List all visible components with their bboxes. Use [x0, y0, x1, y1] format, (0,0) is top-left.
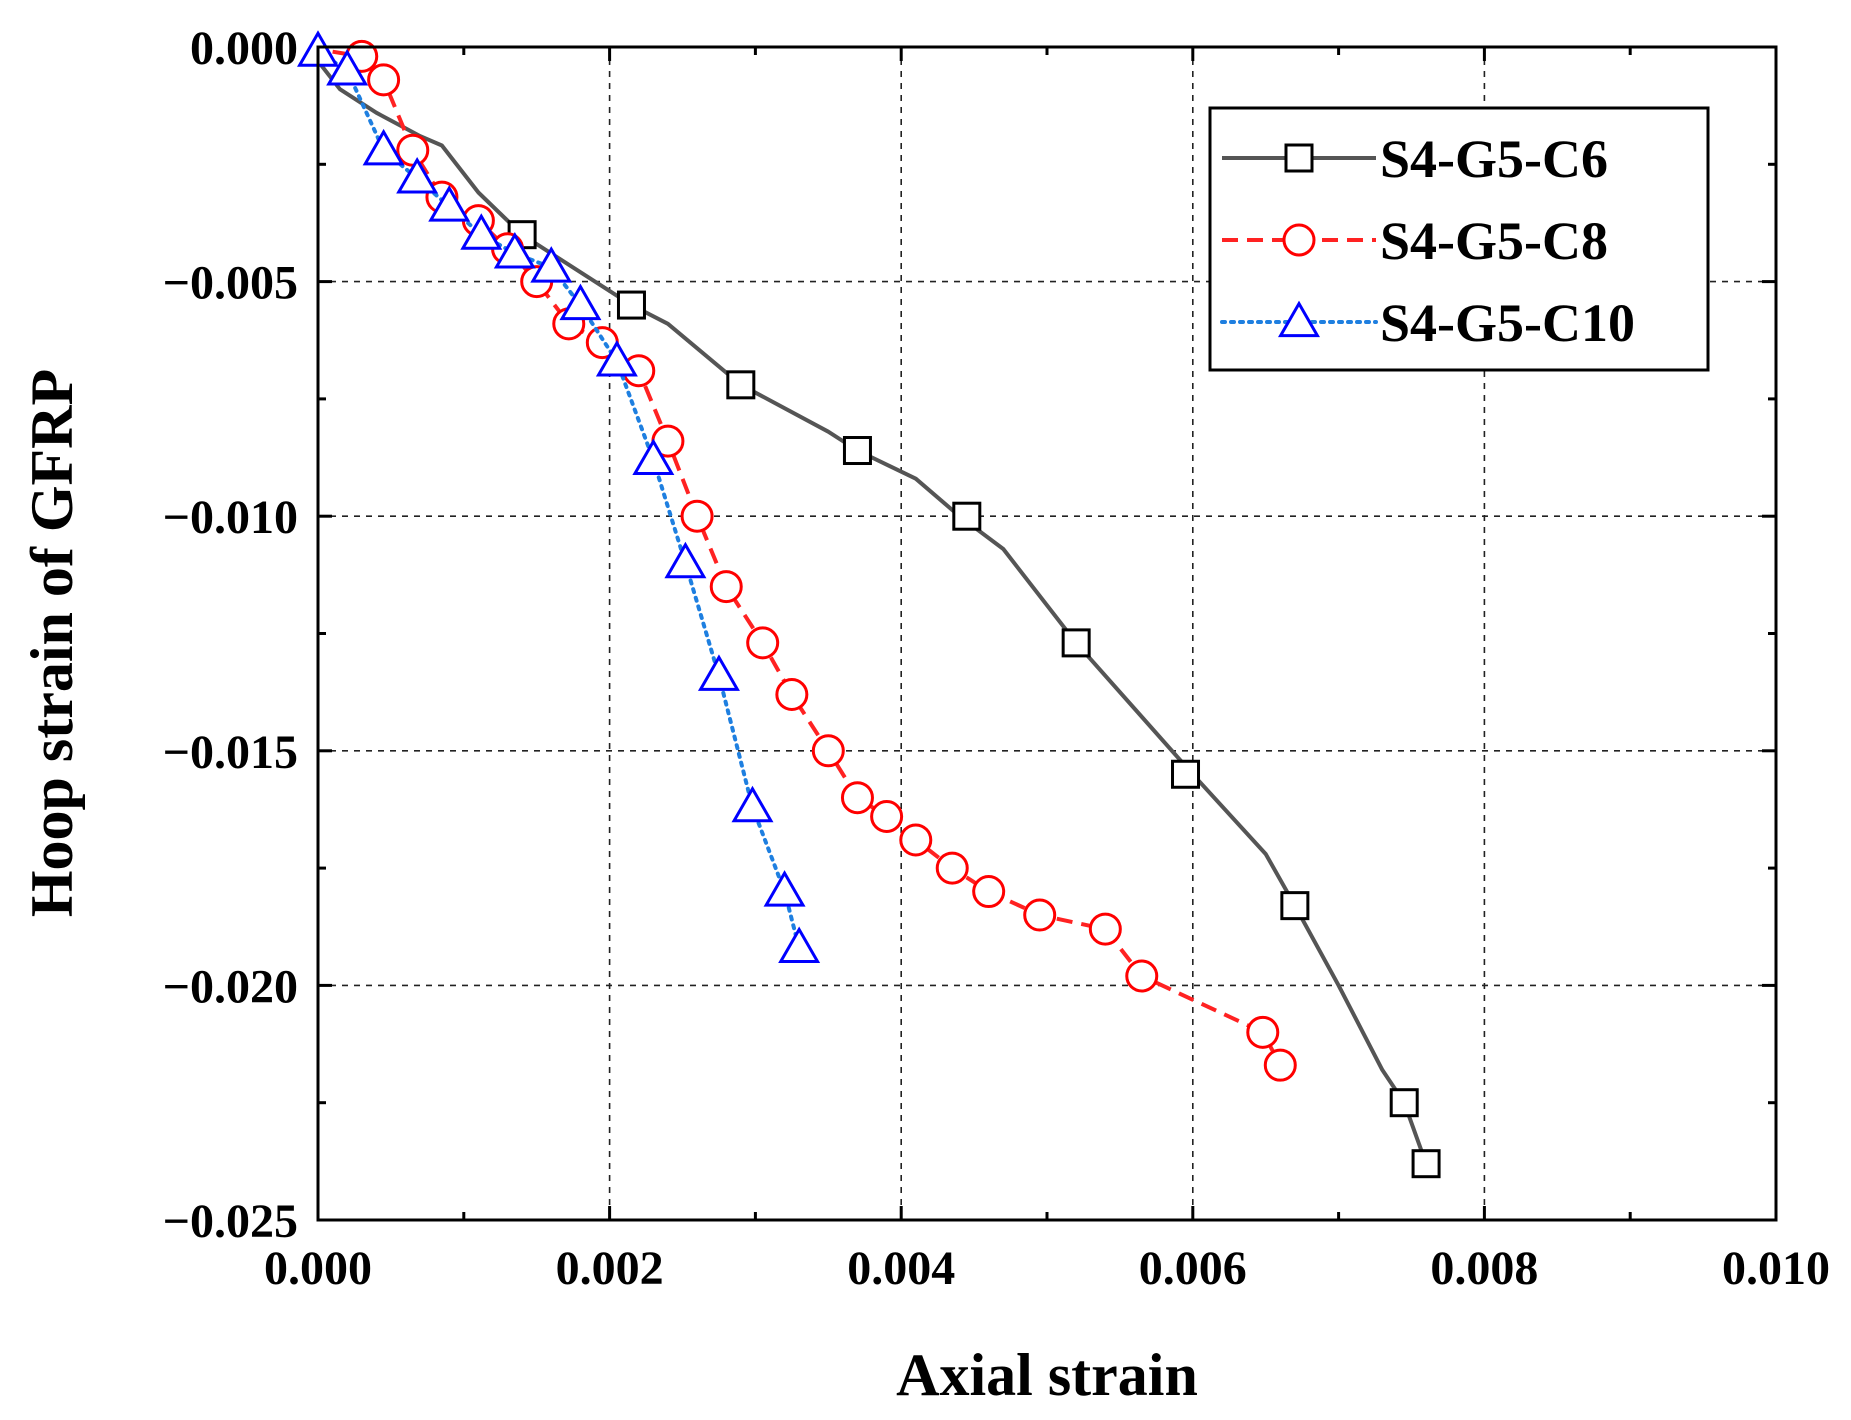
data-point [1389, 1088, 1419, 1118]
legend-marker [1284, 143, 1314, 173]
data-point [1023, 898, 1057, 932]
data-point [778, 926, 821, 963]
data-point [775, 677, 809, 711]
data-point [763, 870, 806, 907]
y-tick-label: −0.020 [163, 960, 298, 1013]
series-line [316, 49, 802, 950]
legend-entry: S4-G5-C6 [1222, 129, 1608, 189]
y-tick-label: −0.015 [163, 726, 298, 779]
data-point [1061, 628, 1091, 658]
data-point [460, 213, 503, 250]
data-point [870, 799, 904, 833]
series-S4-G5-C10 [297, 30, 821, 963]
legend-label: S4-G5-C8 [1380, 211, 1608, 271]
y-tick-label: −0.005 [163, 257, 298, 310]
y-axis-title: Hoop strain of GFRP [19, 369, 85, 917]
series-line [332, 49, 1283, 1067]
legend-marker [1278, 300, 1320, 338]
x-axis-title: Axial strain [896, 1342, 1198, 1408]
x-tick-label: 0.010 [1722, 1242, 1830, 1295]
legend-label: S4-G5-C10 [1380, 293, 1635, 353]
axes: 0.000 0.002 0.004 0.006 0.008 0.010 0.000 −0.00… [163, 22, 1830, 1295]
data-point [530, 246, 573, 283]
data-point [428, 185, 471, 222]
data-point [709, 570, 743, 604]
data-point [1171, 759, 1201, 789]
series-S4-G5-C8 [332, 39, 1297, 1082]
data-point [899, 823, 933, 857]
data-point [664, 541, 707, 579]
data-point [616, 290, 646, 320]
data-point [840, 781, 874, 815]
data-point [1411, 1149, 1441, 1179]
data-point [1125, 959, 1159, 993]
y-tick-label: −0.025 [163, 1195, 298, 1248]
data-point [972, 875, 1006, 909]
data-point [362, 128, 405, 166]
series-layer [297, 30, 1441, 1179]
x-tick-label: 0.004 [847, 1242, 955, 1295]
legend-marker [1282, 223, 1316, 257]
legend-label: S4-G5-C6 [1380, 129, 1608, 189]
data-point [935, 851, 969, 885]
y-tick-label: −0.010 [163, 491, 298, 544]
data-point [326, 49, 369, 86]
data-point [1280, 891, 1310, 921]
data-point [1088, 912, 1122, 946]
data-point [396, 133, 430, 167]
data-point [1263, 1048, 1297, 1082]
data-point [396, 156, 439, 194]
x-tick-label: 0.006 [1139, 1242, 1247, 1295]
legend: S4-G5-C6 S4-G5-C8 S4-G5-C10 [1208, 106, 1710, 372]
data-point [680, 499, 714, 533]
legend-entry: S4-G5-C8 [1222, 211, 1608, 271]
x-tick-label: 0.008 [1430, 1242, 1538, 1295]
data-point [493, 232, 536, 269]
data-point [746, 626, 780, 660]
series-S4-G5-C6 [316, 59, 1441, 1179]
x-tick-label: 0.002 [556, 1242, 664, 1295]
data-point [952, 501, 982, 531]
data-point [731, 785, 774, 823]
x-tick-label: 0.000 [264, 1242, 372, 1295]
data-point [697, 654, 740, 691]
legend-entry: S4-G5-C10 [1220, 293, 1635, 353]
data-point [367, 63, 401, 97]
data-point [842, 436, 872, 466]
data-point [1246, 1015, 1280, 1049]
data-point [632, 438, 675, 475]
data-point [726, 370, 756, 400]
data-point [811, 734, 845, 768]
data-point [595, 339, 638, 377]
y-tick-label: 0.000 [190, 22, 298, 75]
data-point [559, 283, 602, 321]
